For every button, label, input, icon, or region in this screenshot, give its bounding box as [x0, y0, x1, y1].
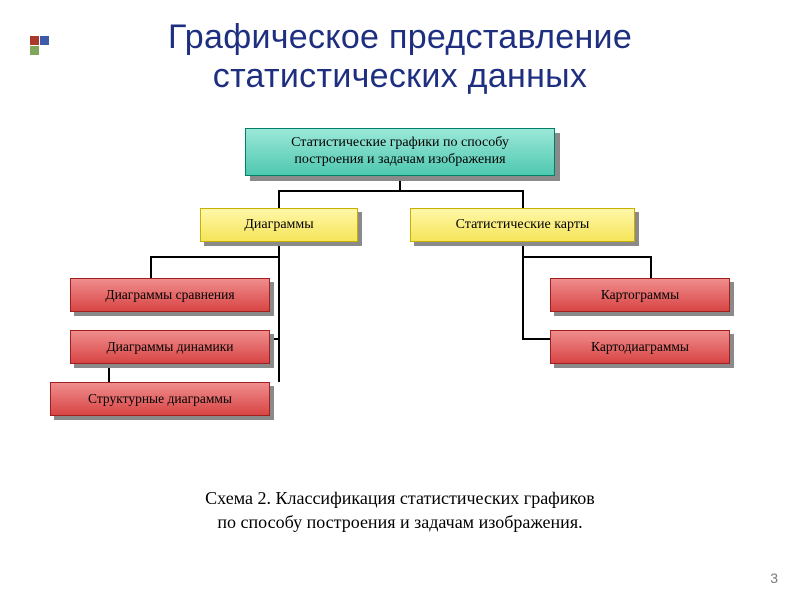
slide: Графическое представление статистических… [0, 0, 800, 600]
node-diagrams: Диаграммы [200, 208, 358, 242]
connector [650, 256, 652, 278]
connector [150, 256, 280, 258]
node-cartodiagram: Картодиаграммы [550, 330, 730, 364]
caption: Схема 2. Классификация статистических гр… [0, 486, 800, 535]
connector [278, 338, 280, 382]
node-label: Картодиаграммы [591, 339, 689, 355]
hierarchy-diagram: Статистические графики по способупострое… [0, 120, 800, 480]
node-struct: Структурные диаграммы [50, 382, 270, 416]
caption-line-1: Схема 2. Классификация статистических гр… [205, 488, 595, 508]
node-label: Статистические карты [456, 217, 590, 234]
node-dyn: Диаграммы динамики [70, 330, 270, 364]
connector [150, 256, 152, 278]
page-number: 3 [770, 570, 778, 586]
title-line-2: статистических данных [213, 57, 587, 95]
connector [522, 190, 524, 208]
slide-title: Графическое представление статистических… [0, 18, 800, 96]
node-label: Диаграммы [244, 217, 313, 234]
node-cartogram: Картограммы [550, 278, 730, 312]
connector [522, 256, 652, 258]
node-label: Статистические графики по способупострое… [291, 135, 509, 169]
connector [278, 256, 280, 338]
caption-line-2: по способу построения и задачам изображе… [217, 512, 582, 532]
title-line-1: Графическое представление [168, 18, 632, 56]
connector [522, 256, 524, 338]
node-stat-maps: Статистические карты [410, 208, 635, 242]
connector [278, 190, 280, 208]
node-label: Структурные диаграммы [88, 391, 232, 407]
node-label: Диаграммы сравнения [105, 287, 234, 303]
connector [278, 190, 524, 192]
node-label: Картограммы [601, 287, 679, 303]
node-cmp: Диаграммы сравнения [70, 278, 270, 312]
node-label: Диаграммы динамики [106, 339, 233, 355]
node-root: Статистические графики по способупострое… [245, 128, 555, 176]
